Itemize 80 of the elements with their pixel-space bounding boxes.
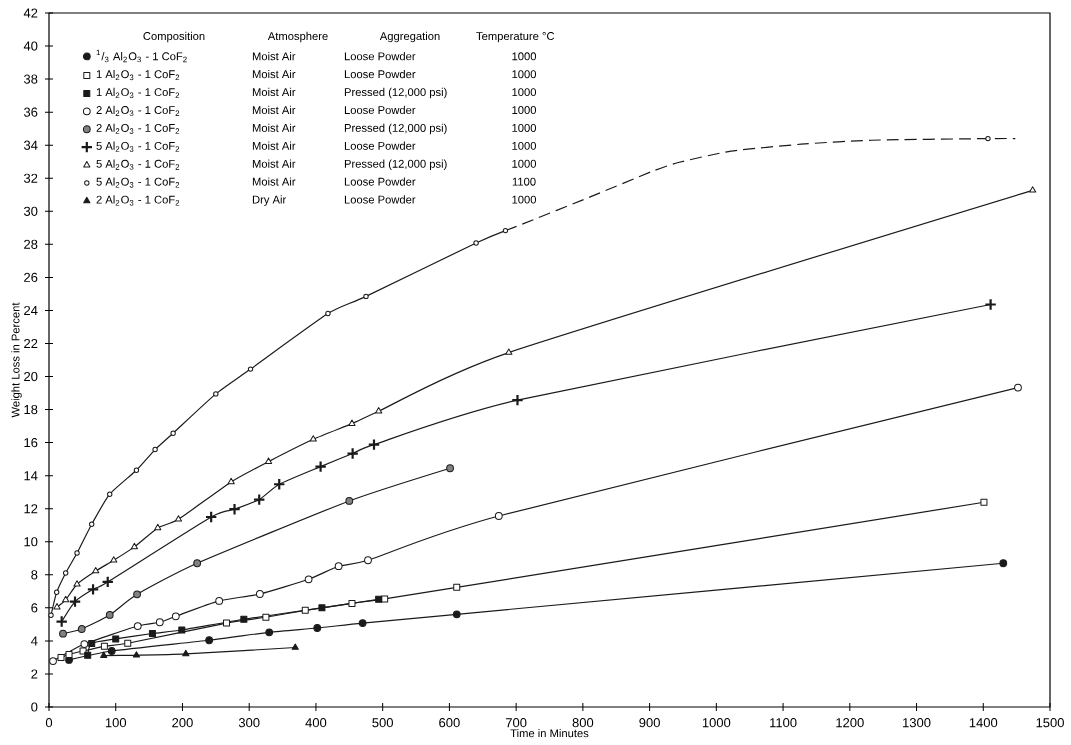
annotation: 1000 xyxy=(512,195,537,204)
x-tick-label: 400 xyxy=(305,718,327,728)
text: $^{1}$/$_{3}$ Al$_{2}$O$_{3}$ - 1 CoF$_{2}$ xyxy=(96,49,187,63)
annotation: Moist Air xyxy=(252,52,296,61)
x-tick-label: 300 xyxy=(238,718,260,728)
x-tick-label: 1100 xyxy=(770,718,797,728)
annotation: Moist Air xyxy=(252,123,296,132)
y-tick-label: 6 xyxy=(31,603,38,613)
legend-label: 5 Al$_{2}$O$_{3}$ - 1 CoF$_{2}$ xyxy=(96,141,180,152)
annotation: 1000 xyxy=(512,124,537,132)
annotation: Composition xyxy=(143,31,205,43)
annotation: Loose Powder xyxy=(344,195,416,204)
annotation: Aggregation xyxy=(379,31,440,43)
legend-label: 1 Al$_{2}$O$_{3}$ - 1 CoF$_{2}$ xyxy=(96,69,180,81)
y-tick-label: 8 xyxy=(31,570,38,580)
y-tick-label: 24 xyxy=(24,305,38,315)
annotation: Moist Air xyxy=(252,87,296,97)
y-tick-label: 34 xyxy=(23,140,38,150)
y-tick-label: 2 xyxy=(31,669,38,679)
x-tick-label: 0 xyxy=(45,718,53,728)
x-tick-label: 600 xyxy=(439,718,460,728)
x-tick-label: 1200 xyxy=(836,718,864,728)
legend-label: 2 Al$_{2}$O$_{3}$ - 1 CoF$_{2}$ xyxy=(96,105,180,116)
y-tick-label: 22 xyxy=(24,338,38,349)
x-tick-label: 200 xyxy=(172,718,193,728)
y-tick-label: 42 xyxy=(23,8,38,18)
x-tick-label: 100 xyxy=(105,718,127,728)
y-tick-label: 4 xyxy=(31,636,38,646)
annotation: 1000 xyxy=(512,106,537,114)
x-tick-label: 500 xyxy=(372,718,393,728)
annotation: 1000 xyxy=(512,159,537,168)
annotation: Moist Air xyxy=(252,159,296,168)
legend-label: 2 Al$_{2}$O$_{3}$ - 1 CoF$_{2}$ xyxy=(96,195,180,206)
y-tick-label: 32 xyxy=(23,173,38,183)
legend-label: 5 Al$_{2}$O$_{3}$ - 1 CoF$_{2}$ xyxy=(96,177,180,188)
annotation: Pressed (12,000 psi) xyxy=(344,159,447,170)
annotation: Dry Air xyxy=(252,195,287,206)
y-tick-label: 18 xyxy=(24,404,38,415)
y-tick-label: 14 xyxy=(24,471,38,481)
annotation: Loose Powder xyxy=(344,52,416,61)
y-tick-label: 12 xyxy=(24,504,38,514)
annotation: Moist Air xyxy=(252,69,296,79)
annotation: Loose Powder xyxy=(344,177,416,186)
y-tick-label: 0 xyxy=(31,702,38,712)
annotation: Moist Air xyxy=(252,177,296,186)
y-tick-label: 36 xyxy=(23,107,38,117)
annotation: 1000 xyxy=(512,52,537,61)
legend-label: 1 Al$_{2}$O$_{3}$ - 1 CoF$_{2}$ xyxy=(96,87,180,99)
annotation: Temperature °C xyxy=(476,32,555,43)
annotation: Loose Powder xyxy=(344,69,416,79)
x-tick-label: 900 xyxy=(639,718,660,728)
y-tick-label: 28 xyxy=(24,239,38,249)
annotation: Pressed (12,000 psi) xyxy=(344,87,447,99)
annotation: Moist Air xyxy=(252,105,296,114)
annotation: 1000 xyxy=(512,70,537,79)
y-tick-label: 40 xyxy=(23,41,38,51)
annotation: 1000 xyxy=(512,141,537,150)
annotation: Atmosphere xyxy=(267,31,328,43)
annotation: Pressed (12,000 psi) xyxy=(344,123,447,135)
annotation: Loose Powder xyxy=(344,105,416,114)
y-tick-label: 16 xyxy=(24,438,38,448)
y-tick-label: 38 xyxy=(23,74,38,84)
x-tick-label: 1000 xyxy=(702,718,731,728)
y-tick-label: 20 xyxy=(24,371,38,382)
legend-label: 5 Al$_{2}$O$_{3}$ - 1 CoF$_{2}$ xyxy=(96,159,180,170)
annotation: 1000 xyxy=(512,88,537,97)
y-tick-label: 26 xyxy=(24,272,38,282)
annotation: Moist Air xyxy=(252,141,296,150)
y-axis-title: Weight Loss in Percent xyxy=(11,302,22,418)
x-tick-label: 1400 xyxy=(969,718,998,728)
annotation: Loose Powder xyxy=(344,141,416,150)
annotation: 1100 xyxy=(512,177,536,186)
x-axis-title: Time in Minutes xyxy=(510,729,589,738)
x-tick-label: 1300 xyxy=(903,718,931,728)
x-tick-label: 700 xyxy=(505,718,527,728)
x-tick-label: 800 xyxy=(572,718,594,728)
y-tick-label: 10 xyxy=(24,537,38,547)
legend-label: 2 Al$_{2}$O$_{3}$ - 1 CoF$_{2}$ xyxy=(96,123,180,134)
y-tick-label: 30 xyxy=(23,206,38,216)
x-tick-label: 1500 xyxy=(1036,718,1064,728)
